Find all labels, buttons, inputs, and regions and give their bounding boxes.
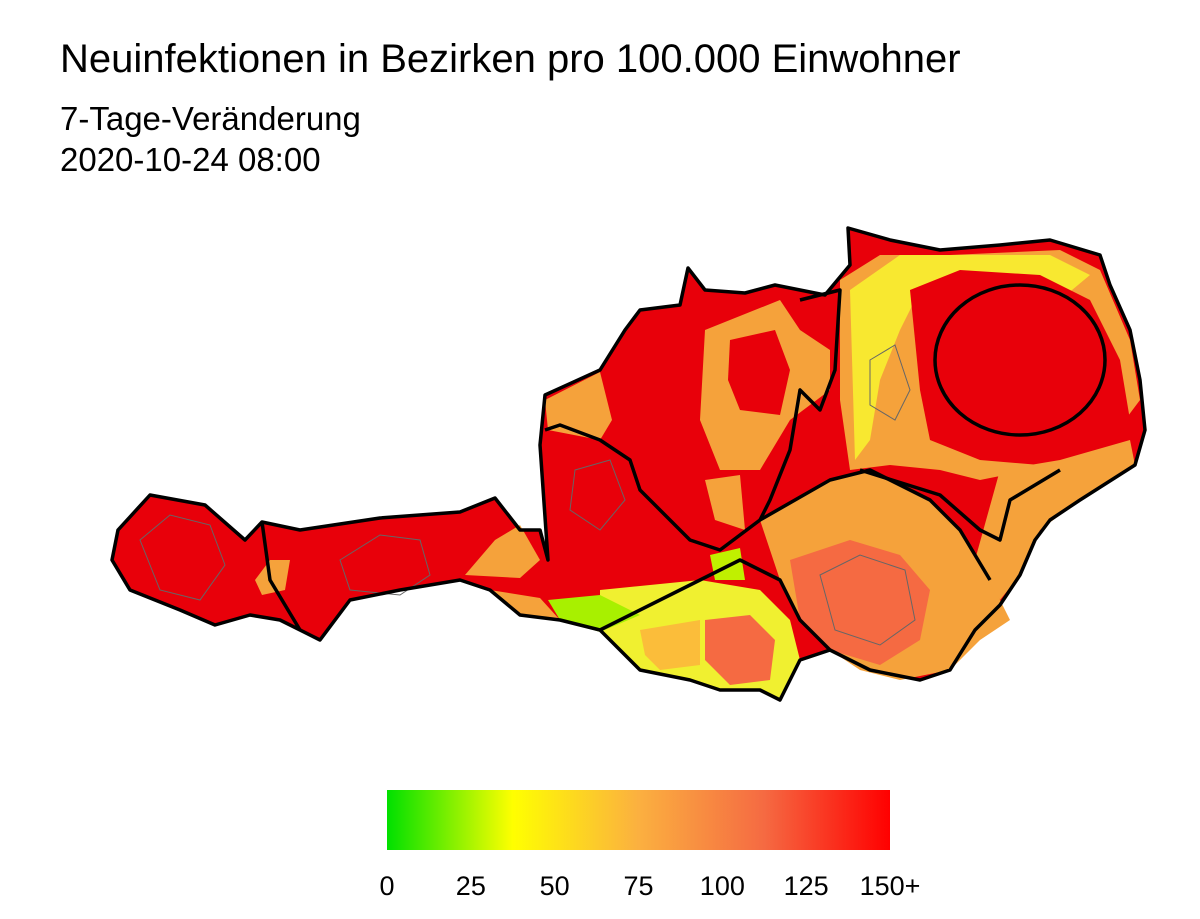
legend-tick-label: 25 [456, 871, 486, 901]
state-border [260, 521, 302, 631]
country-border [110, 226, 1147, 702]
date: 2020-10-24 08:00 [60, 141, 321, 178]
map [110, 226, 1147, 702]
district-line [569, 459, 626, 531]
region [255, 560, 290, 595]
legend-tick-label: 50 [540, 871, 570, 901]
subtitle: 7-Tage-Veränderung [60, 100, 361, 137]
state-border [859, 468, 1061, 542]
district-line [869, 344, 911, 421]
legend-tick-label: 150+ [860, 871, 921, 901]
region [705, 475, 745, 530]
vienna [933, 283, 1107, 437]
region [705, 615, 775, 685]
legend-tick-label: 75 [623, 871, 653, 901]
district-line [819, 554, 916, 646]
region [850, 255, 1090, 460]
legend-tick-label: 0 [379, 871, 394, 901]
legend-tick-label: 125 [784, 871, 829, 901]
state-border [599, 558, 832, 652]
color-bar [387, 790, 890, 850]
region [465, 525, 540, 578]
title: Neuinfektionen in Bezirken pro 100.000 E… [60, 37, 961, 81]
legend-tick-label: 100 [700, 871, 745, 901]
region [975, 440, 1135, 600]
region [490, 590, 560, 620]
district-line [139, 514, 226, 601]
state-border [758, 288, 842, 521]
region [545, 372, 612, 440]
district-line [339, 534, 431, 596]
region [640, 620, 700, 670]
state-border [544, 423, 992, 581]
region [728, 330, 790, 415]
